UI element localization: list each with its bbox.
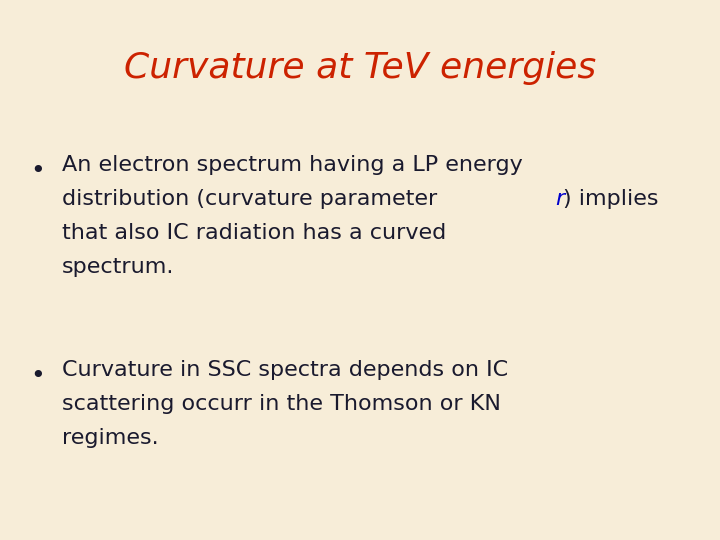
Text: Curvature at TeV energies: Curvature at TeV energies: [124, 51, 596, 85]
Text: spectrum.: spectrum.: [62, 257, 174, 277]
Text: Curvature in SSC spectra depends on IC: Curvature in SSC spectra depends on IC: [62, 360, 508, 380]
Text: scattering occurr in the Thomson or KN: scattering occurr in the Thomson or KN: [62, 394, 501, 414]
Text: regimes.: regimes.: [62, 428, 158, 448]
Text: •: •: [31, 364, 45, 388]
Text: An electron spectrum having a LP energy: An electron spectrum having a LP energy: [62, 155, 523, 175]
Text: distribution (curvature parameter: distribution (curvature parameter: [62, 189, 444, 209]
Text: that also IC radiation has a curved: that also IC radiation has a curved: [62, 223, 446, 243]
Text: r: r: [555, 189, 564, 209]
Text: •: •: [31, 159, 45, 183]
Text: ) implies: ) implies: [562, 189, 658, 209]
